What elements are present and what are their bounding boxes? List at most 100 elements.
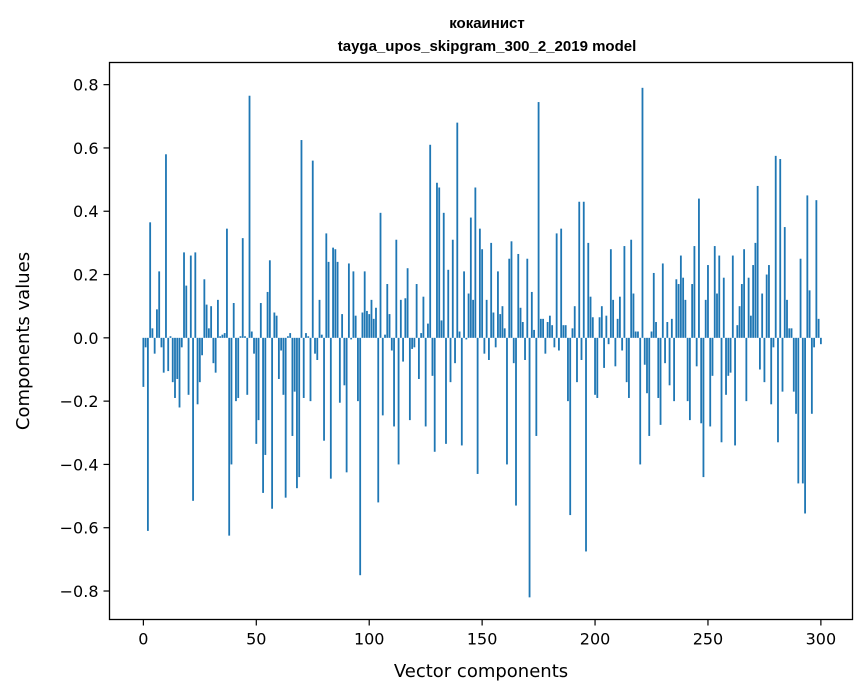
bar-74	[309, 337, 312, 402]
bar-86	[336, 261, 339, 338]
bar-290	[797, 337, 800, 484]
bar-55	[266, 291, 269, 338]
y-tick-label-7: 0.6	[73, 139, 98, 158]
bar-195	[582, 201, 585, 338]
bar-120	[413, 337, 416, 348]
bar-209	[614, 337, 617, 367]
bar-199	[591, 317, 594, 338]
bar-201	[596, 337, 599, 398]
bar-278	[770, 337, 773, 405]
bar-279	[772, 337, 775, 348]
bar-154	[490, 242, 493, 338]
bar-156	[494, 337, 497, 348]
bar-92	[350, 337, 353, 340]
bar-275	[763, 337, 766, 383]
bar-266	[743, 249, 746, 338]
bar-16	[178, 337, 181, 408]
bar-110	[390, 337, 393, 351]
bar-15	[176, 337, 179, 379]
bar-170	[526, 258, 529, 338]
bar-42	[237, 337, 240, 398]
bar-85	[334, 249, 337, 338]
y-tick-label-5: 0.2	[73, 266, 98, 285]
bar-2	[146, 337, 149, 531]
bar-66	[291, 337, 294, 436]
bar-130	[436, 182, 438, 338]
bar-227	[655, 322, 657, 338]
bar-236	[675, 279, 678, 338]
bar-165	[515, 337, 517, 506]
bar-114	[399, 299, 402, 338]
bar-190	[571, 328, 574, 338]
bar-196	[585, 337, 587, 552]
bar-286	[788, 328, 791, 338]
bar-197	[587, 242, 590, 338]
bar-173	[533, 329, 535, 338]
bar-10	[165, 154, 167, 338]
bar-34	[219, 336, 222, 338]
bar-185	[560, 228, 563, 338]
bar-96	[359, 337, 362, 576]
bar-239	[682, 277, 685, 338]
bar-157	[497, 271, 499, 338]
bar-111	[393, 337, 395, 427]
bar-126	[427, 323, 429, 338]
bar-116	[404, 298, 407, 338]
bar-91	[347, 263, 350, 338]
bar-242	[688, 337, 691, 421]
bar-291	[799, 258, 802, 338]
bar-178	[544, 337, 547, 354]
bar-45	[244, 336, 246, 338]
bar-21	[189, 255, 192, 338]
bar-281	[777, 337, 779, 443]
bar-26	[201, 337, 203, 356]
bar-5	[153, 337, 156, 354]
bar-284	[783, 227, 786, 338]
bar-219	[637, 331, 639, 338]
bar-101	[370, 299, 373, 338]
bar-288	[792, 337, 795, 392]
bar-164	[512, 337, 515, 364]
bar-140	[458, 331, 461, 338]
bar-59	[275, 315, 278, 338]
bar-255	[718, 255, 721, 338]
bar-203	[600, 306, 603, 338]
bar-81	[325, 233, 328, 338]
bar-90	[345, 337, 348, 473]
bar-155	[492, 312, 495, 338]
bar-193	[578, 201, 581, 338]
bar-214	[625, 337, 628, 383]
bar-240	[684, 299, 687, 338]
bar-213	[623, 246, 626, 338]
bar-167	[519, 307, 522, 338]
bar-222	[643, 337, 646, 365]
bar-50	[255, 337, 258, 444]
bar-133	[442, 212, 445, 338]
bar-48	[250, 331, 253, 338]
bar-0	[142, 337, 145, 387]
x-tick-label-6: 300	[806, 630, 837, 649]
bar-277	[768, 265, 770, 338]
bar-202	[598, 317, 601, 338]
bar-158	[499, 314, 502, 338]
bar-234	[670, 318, 673, 338]
bar-265	[740, 284, 743, 338]
bar-24	[196, 337, 199, 405]
bar-132	[440, 320, 443, 338]
bar-138	[454, 337, 456, 364]
bar-256	[720, 337, 723, 443]
bar-25	[198, 337, 201, 383]
bar-187	[564, 325, 567, 338]
bar-76	[314, 337, 316, 354]
bar-245	[695, 337, 698, 367]
bar-14	[174, 337, 176, 398]
x-axis-label: Vector components	[394, 661, 568, 682]
bar-218	[634, 331, 637, 338]
bar-208	[612, 299, 615, 338]
bar-221	[641, 87, 644, 338]
bar-215	[628, 337, 630, 398]
bar-247	[700, 337, 703, 424]
x-tick-label-4: 200	[580, 630, 611, 649]
bar-296	[810, 337, 813, 414]
bar-63	[284, 337, 287, 498]
